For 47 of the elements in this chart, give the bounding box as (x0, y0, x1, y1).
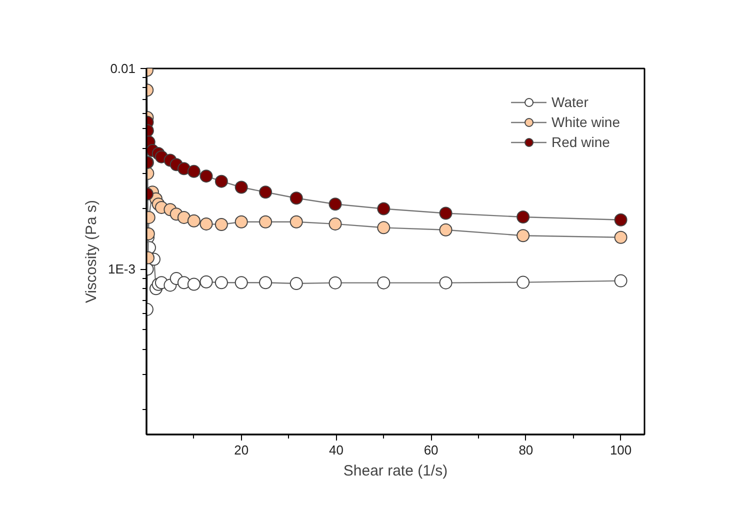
legend-label: Water (552, 94, 588, 110)
point (290, 192, 303, 205)
x-tick-label: 80 (518, 442, 534, 458)
x-axis-title: Shear rate (1/s) (343, 462, 448, 480)
point (187, 214, 200, 228)
point (187, 278, 200, 291)
point (214, 174, 228, 188)
point (177, 162, 190, 176)
point (328, 217, 342, 230)
point (259, 186, 272, 199)
point (200, 217, 213, 230)
point (516, 229, 530, 242)
point (177, 210, 190, 224)
point (377, 276, 390, 290)
point (516, 210, 530, 224)
legend-label: Red wine (552, 134, 610, 150)
point (614, 230, 628, 244)
point (259, 215, 272, 228)
point (290, 277, 303, 290)
point (200, 170, 213, 183)
point (234, 276, 248, 290)
point (328, 276, 342, 290)
legend-label: White wine (552, 114, 620, 130)
point (328, 198, 342, 211)
x-tick-label: 40 (328, 442, 344, 458)
point (214, 276, 228, 290)
point (377, 202, 390, 216)
point (187, 164, 200, 178)
point (614, 274, 628, 288)
point (614, 213, 628, 226)
point (516, 276, 530, 289)
point (200, 275, 213, 288)
x-tick-label: 100 (610, 442, 632, 458)
x-tick-label: 60 (424, 442, 438, 458)
point (234, 180, 248, 194)
point (439, 223, 452, 236)
point (234, 215, 248, 228)
point (439, 206, 452, 220)
y-axis-title: Viscosity (Pa s) (83, 200, 100, 304)
point (290, 215, 303, 228)
point (377, 221, 390, 234)
point (214, 218, 228, 231)
y-tick-label: 1E-3 (108, 262, 136, 277)
x-tick-label: 20 (234, 442, 249, 458)
y-tick-label: 0.01 (110, 61, 136, 76)
point (439, 276, 452, 290)
point (259, 276, 272, 290)
